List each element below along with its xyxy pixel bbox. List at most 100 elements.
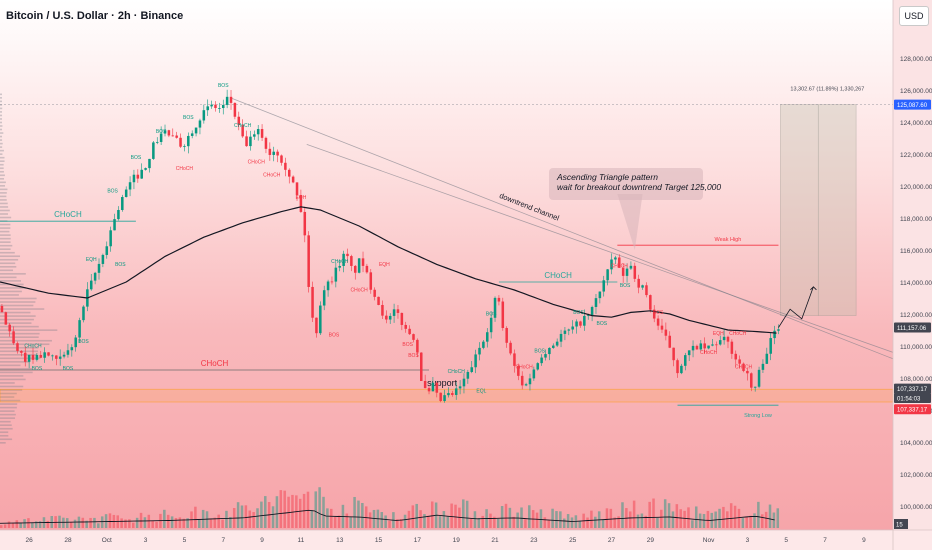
candle[interactable]	[167, 130, 171, 136]
candle[interactable]	[159, 133, 163, 142]
candle[interactable]	[152, 142, 155, 159]
candle[interactable]	[280, 155, 283, 163]
candle[interactable]	[82, 306, 85, 321]
candle[interactable]	[225, 96, 229, 105]
candle[interactable]	[245, 136, 248, 147]
candle[interactable]	[47, 352, 50, 356]
candle[interactable]	[346, 253, 349, 257]
candle[interactable]	[614, 257, 617, 260]
candle[interactable]	[385, 315, 388, 320]
candle[interactable]	[66, 350, 70, 355]
candle[interactable]	[637, 278, 640, 288]
candle[interactable]	[404, 324, 407, 329]
candle[interactable]	[171, 135, 175, 137]
candle[interactable]	[722, 336, 726, 341]
candle[interactable]	[718, 340, 722, 345]
candle[interactable]	[536, 363, 540, 370]
candle[interactable]	[571, 326, 574, 330]
candle[interactable]	[451, 393, 454, 395]
candle[interactable]	[462, 378, 466, 387]
candle[interactable]	[517, 365, 520, 376]
candle[interactable]	[742, 363, 745, 371]
candle[interactable]	[555, 341, 559, 346]
candle[interactable]	[606, 269, 609, 281]
candle[interactable]	[715, 344, 718, 346]
candle[interactable]	[645, 285, 648, 296]
candle[interactable]	[155, 141, 159, 143]
candle[interactable]	[687, 350, 691, 356]
candle[interactable]	[109, 230, 112, 247]
candle[interactable]	[113, 219, 116, 231]
candle[interactable]	[342, 253, 345, 266]
candle[interactable]	[610, 259, 613, 270]
candle[interactable]	[190, 133, 194, 136]
candle[interactable]	[680, 365, 683, 374]
candle[interactable]	[381, 304, 384, 316]
candle[interactable]	[237, 116, 241, 125]
candle[interactable]	[326, 281, 330, 291]
candle[interactable]	[707, 345, 710, 349]
candle[interactable]	[423, 380, 427, 389]
candle[interactable]	[16, 343, 19, 351]
candle[interactable]	[128, 182, 132, 190]
candle[interactable]	[567, 329, 571, 331]
candle[interactable]	[513, 353, 516, 366]
candle[interactable]	[101, 254, 105, 264]
candle[interactable]	[641, 285, 644, 288]
candle[interactable]	[773, 330, 776, 339]
candle[interactable]	[249, 136, 252, 147]
candle[interactable]	[377, 296, 380, 305]
candle[interactable]	[482, 341, 485, 348]
candle[interactable]	[4, 312, 8, 325]
candle[interactable]	[528, 378, 532, 385]
candle[interactable]	[416, 339, 419, 353]
candle[interactable]	[93, 272, 97, 281]
candle[interactable]	[559, 333, 563, 342]
candle[interactable]	[474, 354, 477, 368]
candle[interactable]	[264, 137, 268, 149]
candle[interactable]	[303, 211, 307, 236]
candle[interactable]	[373, 289, 376, 297]
candle[interactable]	[51, 355, 54, 357]
candle[interactable]	[594, 298, 598, 307]
candle[interactable]	[43, 352, 46, 358]
candle[interactable]	[307, 235, 310, 287]
candle[interactable]	[454, 388, 458, 395]
candle[interactable]	[466, 371, 470, 379]
candle[interactable]	[458, 386, 462, 389]
candle[interactable]	[532, 369, 536, 379]
candle[interactable]	[726, 336, 730, 342]
candle[interactable]	[598, 291, 602, 299]
candle[interactable]	[769, 338, 772, 354]
candle[interactable]	[703, 343, 706, 349]
candle[interactable]	[8, 324, 11, 332]
candle[interactable]	[140, 169, 143, 179]
candle[interactable]	[625, 268, 629, 276]
candle[interactable]	[214, 104, 217, 109]
candle[interactable]	[287, 169, 291, 177]
candle[interactable]	[210, 104, 213, 107]
candle[interactable]	[660, 325, 664, 330]
candle[interactable]	[579, 321, 582, 326]
candle[interactable]	[520, 375, 524, 386]
candle[interactable]	[420, 352, 423, 381]
candle[interactable]	[365, 265, 369, 273]
candle[interactable]	[548, 347, 551, 355]
candle[interactable]	[672, 347, 675, 361]
candle[interactable]	[241, 124, 244, 137]
candle[interactable]	[330, 281, 334, 283]
candle[interactable]	[105, 246, 109, 255]
candle[interactable]	[493, 297, 497, 318]
candle[interactable]	[695, 345, 699, 350]
candle[interactable]	[400, 312, 404, 325]
candle[interactable]	[315, 317, 318, 334]
candle[interactable]	[633, 265, 637, 279]
candle[interactable]	[447, 393, 450, 396]
candle[interactable]	[89, 280, 93, 290]
candle[interactable]	[361, 258, 365, 266]
candle[interactable]	[117, 210, 120, 220]
candle[interactable]	[746, 370, 749, 374]
candle[interactable]	[97, 263, 101, 273]
projection-path[interactable]	[778, 286, 814, 328]
